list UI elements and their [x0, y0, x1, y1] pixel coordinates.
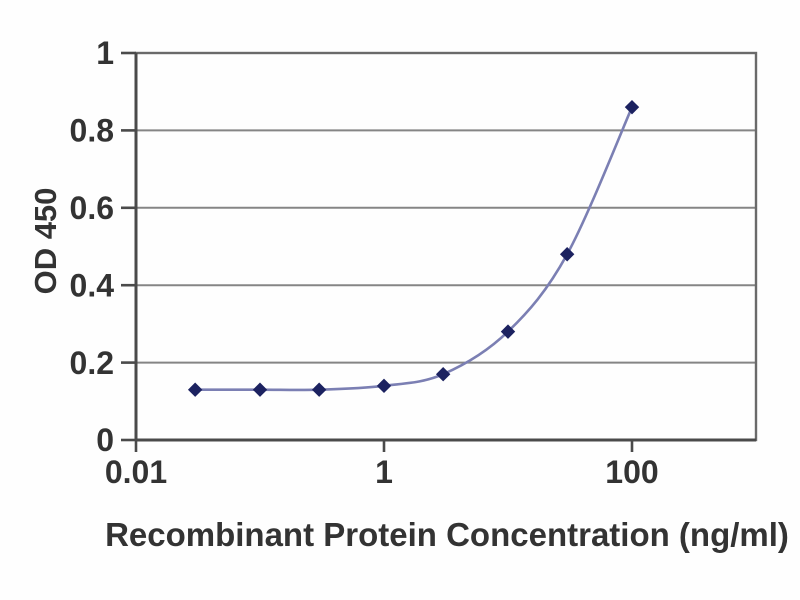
- x-tick-label: 0.01: [105, 454, 167, 490]
- y-tick-label: 0.4: [70, 267, 115, 303]
- x-axis-label: Recombinant Protein Concentration (ng/ml…: [105, 516, 789, 553]
- data-point-marker: [376, 378, 392, 394]
- y-tick-label: 0: [96, 422, 114, 458]
- y-tick-label: 0.8: [70, 113, 114, 149]
- data-point-marker: [559, 247, 575, 262]
- y-tick-label: 0.6: [70, 190, 114, 226]
- x-tick-label: 1: [375, 454, 393, 490]
- data-point-marker: [435, 367, 451, 382]
- data-point-marker: [500, 324, 516, 339]
- plot-border: [134, 51, 758, 442]
- x-tick-label: 100: [605, 454, 658, 490]
- data-point-marker: [624, 99, 640, 115]
- data-point-marker: [311, 382, 327, 397]
- y-tick-label: 0.2: [70, 345, 114, 381]
- data-series-line: [195, 106, 634, 392]
- y-tick-label: 1: [96, 35, 114, 71]
- data-point-marker: [187, 382, 203, 397]
- y-axis-label: OD 450: [28, 187, 63, 295]
- data-point-marker: [252, 382, 268, 397]
